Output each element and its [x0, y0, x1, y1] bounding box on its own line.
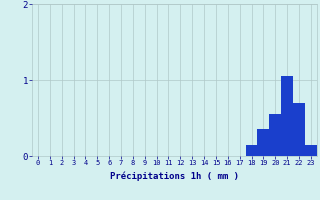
- X-axis label: Précipitations 1h ( mm ): Précipitations 1h ( mm ): [110, 172, 239, 181]
- Bar: [281, 76, 293, 156]
- Bar: [293, 103, 305, 156]
- Bar: [246, 145, 258, 156]
- Bar: [305, 145, 317, 156]
- Bar: [269, 114, 281, 156]
- Bar: [258, 129, 269, 156]
